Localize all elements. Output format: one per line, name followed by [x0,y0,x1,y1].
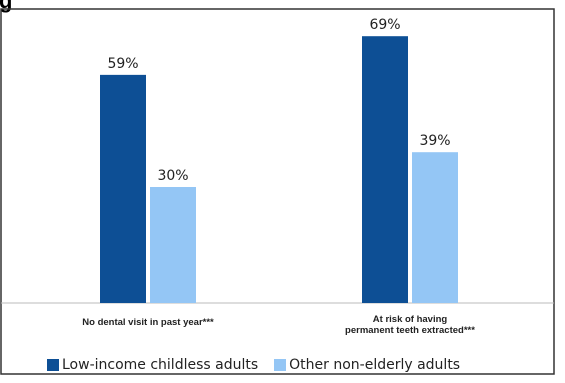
legend-label-other: Other non-elderly adults [289,357,461,373]
category-label-1-line-0: At risk of having [373,314,448,325]
legend-item-other: Other non-elderly adults [274,357,460,373]
bars-group: 59% 30% 69% 39% [100,17,458,303]
data-label-low-income-1: 69% [369,17,400,33]
category-label-1-line-1: permanent teeth extracted*** [345,325,475,336]
bar-other-1 [412,152,458,303]
plot-frame [0,8,555,375]
legend-swatch-other [274,359,287,371]
data-label-other-0: 30% [157,168,188,184]
legend-item-low-income: Low-income childless adults [47,357,258,373]
legend: Low-income childless adults Other non-el… [47,357,476,373]
bar-other-0 [150,187,196,303]
bar-low-income-1 [362,36,408,303]
data-label-other-1: 39% [419,133,450,149]
category-labels: No dental visit in past year*** At risk o… [82,314,475,336]
category-label-0-line-0: No dental visit in past year*** [82,317,214,328]
bar-low-income-0 [100,74,146,303]
data-label-low-income-0: 59% [107,56,138,72]
legend-swatch-low-income [47,359,59,371]
legend-label-low-income: Low-income childless adults [62,357,259,373]
